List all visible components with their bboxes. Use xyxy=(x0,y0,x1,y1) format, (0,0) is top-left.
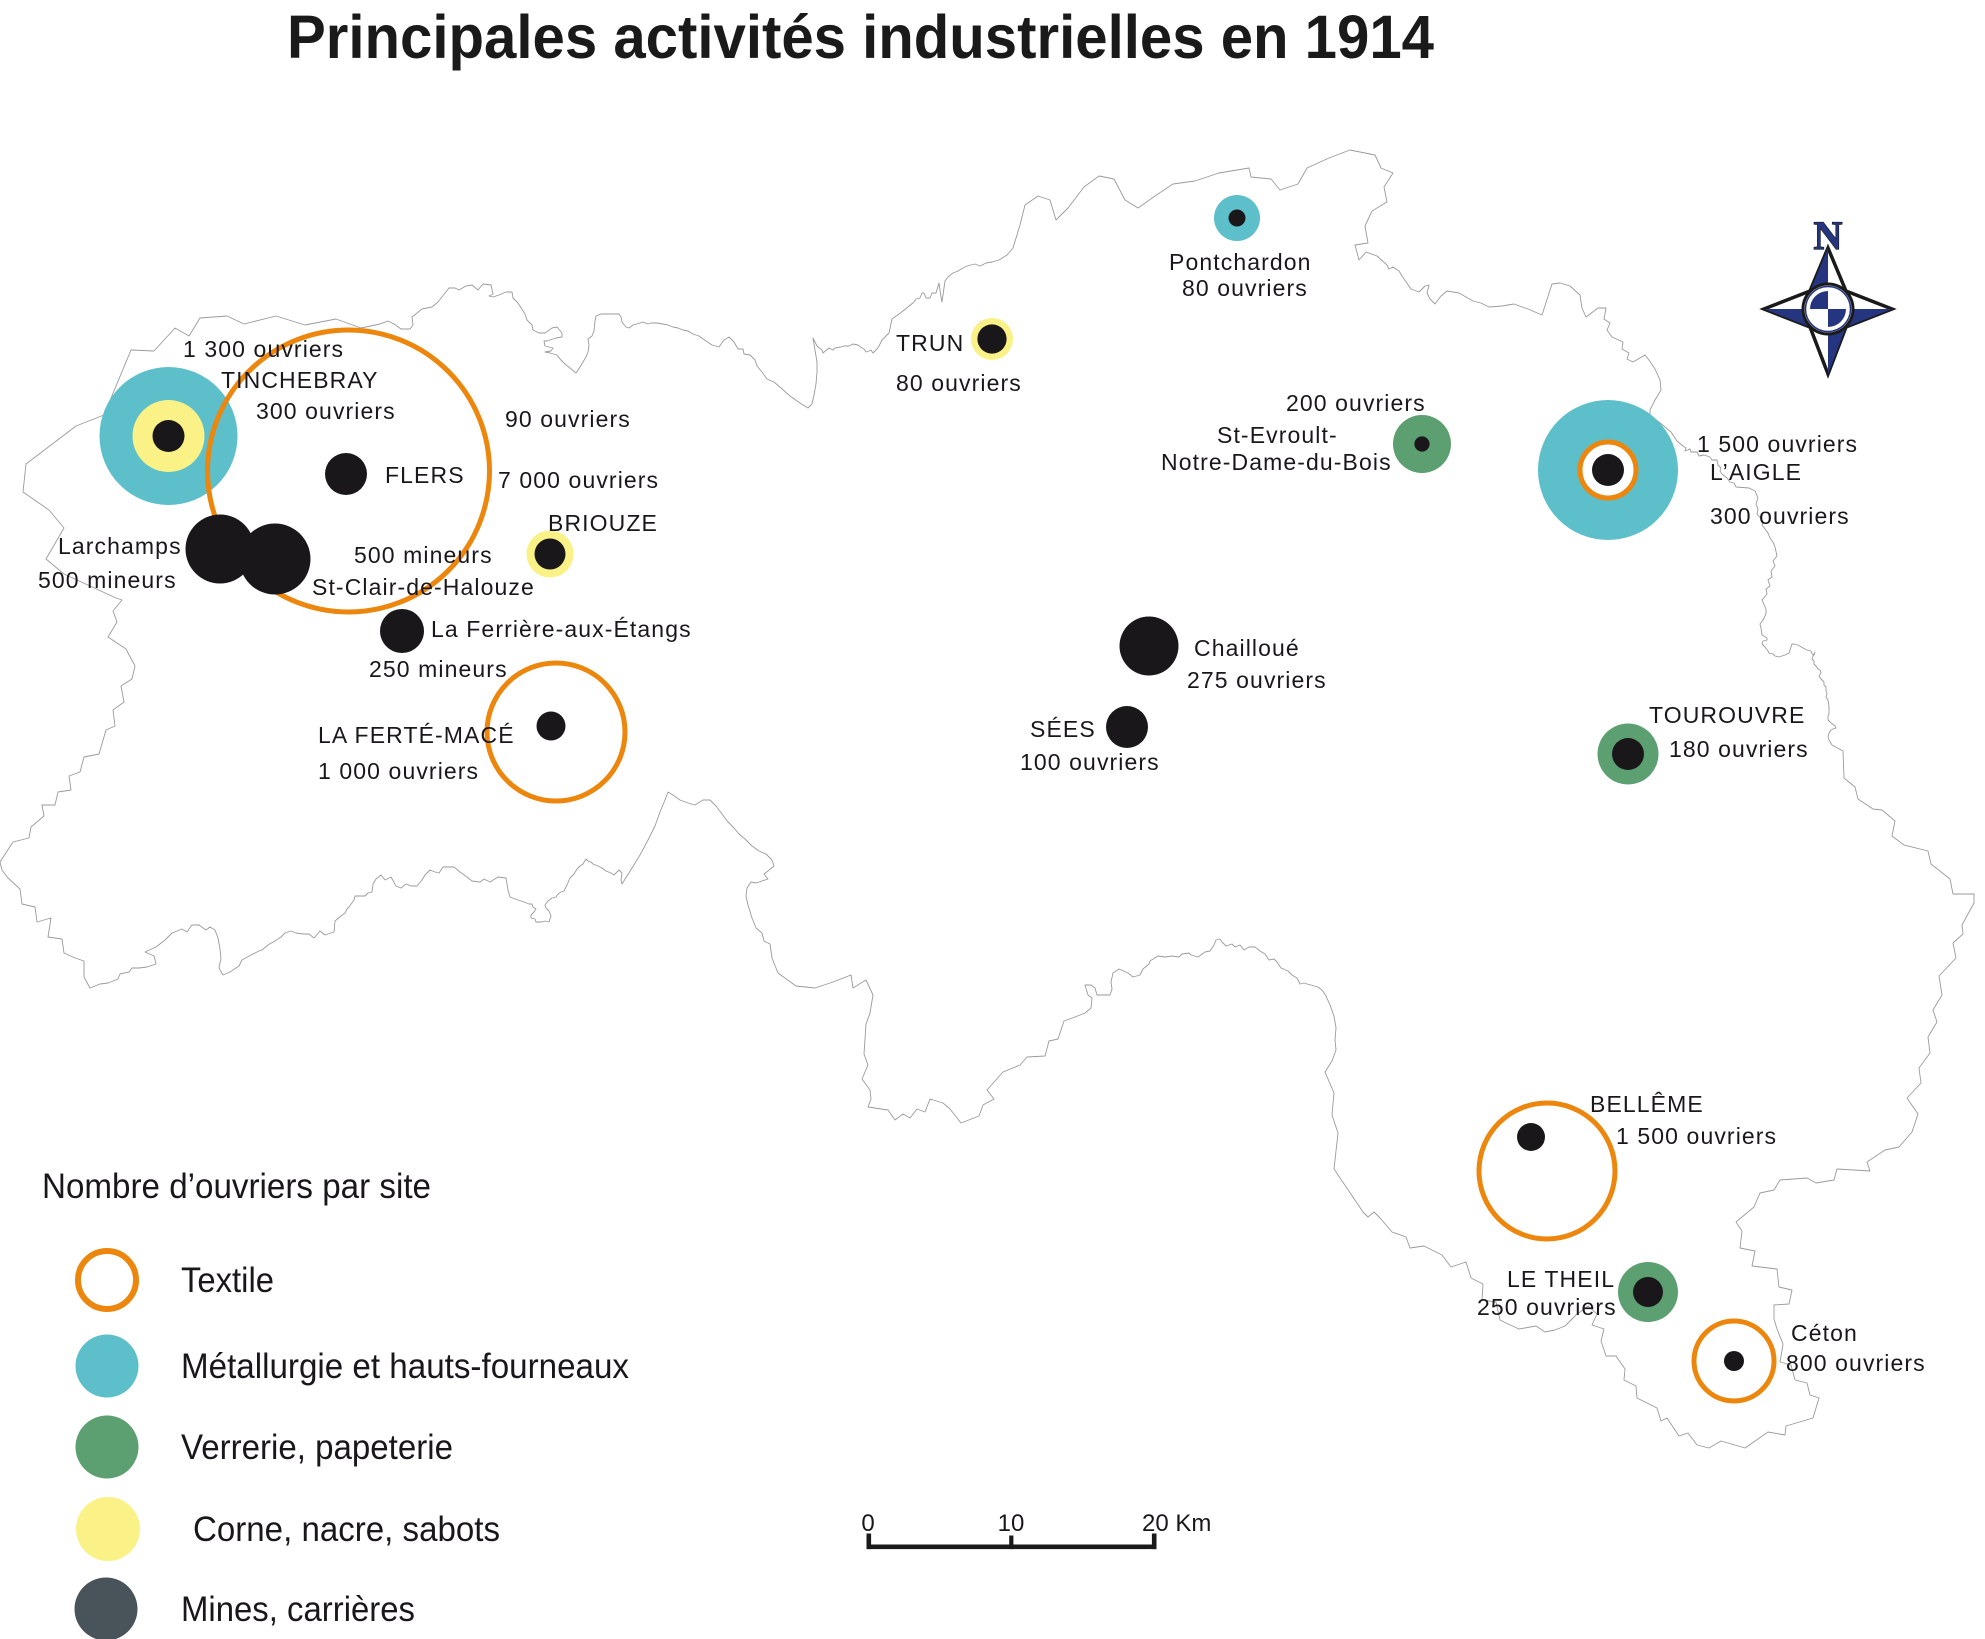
svg-text:1 500 ouvriers: 1 500 ouvriers xyxy=(1697,431,1858,457)
svg-text:Verrerie, papeterie: Verrerie, papeterie xyxy=(181,1428,453,1467)
svg-text:St-Evroult-: St-Evroult- xyxy=(1217,422,1338,448)
svg-text:200 ouvriers: 200 ouvriers xyxy=(1286,390,1426,416)
svg-text:Mines, carrières: Mines, carrières xyxy=(181,1590,415,1629)
svg-text:Nombre d’ouvriers par site: Nombre d’ouvriers par site xyxy=(42,1167,431,1206)
svg-text:Pontchardon: Pontchardon xyxy=(1169,249,1312,275)
svg-text:500 mineurs: 500 mineurs xyxy=(38,567,177,593)
svg-text:275 ouvriers: 275 ouvriers xyxy=(1187,667,1327,693)
svg-text:300 ouvriers: 300 ouvriers xyxy=(256,398,396,424)
svg-text:250 ouvriers: 250 ouvriers xyxy=(1477,1294,1617,1320)
svg-text:1 300 ouvriers: 1 300 ouvriers xyxy=(183,336,344,362)
svg-text:7 000 ouvriers: 7 000 ouvriers xyxy=(498,467,659,493)
svg-text:BELLÊME: BELLÊME xyxy=(1590,1091,1704,1117)
svg-text:FLERS: FLERS xyxy=(385,462,465,488)
svg-text:10: 10 xyxy=(998,1510,1025,1537)
svg-text:Notre-Dame-du-Bois: Notre-Dame-du-Bois xyxy=(1161,449,1392,475)
svg-text:300 ouvriers: 300 ouvriers xyxy=(1710,503,1850,529)
svg-text:N: N xyxy=(1814,213,1843,258)
svg-text:1 000 ouvriers: 1 000 ouvriers xyxy=(318,758,479,784)
svg-text:TINCHEBRAY: TINCHEBRAY xyxy=(221,367,379,393)
svg-text:Chailloué: Chailloué xyxy=(1194,635,1300,661)
svg-text:80 ouvriers: 80 ouvriers xyxy=(896,370,1022,396)
svg-text:Larchamps: Larchamps xyxy=(58,533,182,559)
svg-text:TOUROUVRE: TOUROUVRE xyxy=(1649,702,1805,728)
svg-text:0: 0 xyxy=(861,1510,874,1537)
svg-text:80 ouvriers: 80 ouvriers xyxy=(1182,275,1308,301)
svg-text:1 500 ouvriers: 1 500 ouvriers xyxy=(1616,1123,1777,1149)
svg-text:La Ferrière-aux-Étangs: La Ferrière-aux-Étangs xyxy=(431,616,692,642)
svg-text:BRIOUZE: BRIOUZE xyxy=(548,510,658,536)
svg-text:Textile: Textile xyxy=(181,1261,274,1300)
svg-text:Principales activités industri: Principales activités industrielles en 1… xyxy=(287,3,1434,71)
svg-text:LA FERTÉ-MACÉ: LA FERTÉ-MACÉ xyxy=(318,722,515,748)
svg-text:St-Clair-de-Halouze: St-Clair-de-Halouze xyxy=(312,574,535,600)
svg-text:LE THEIL: LE THEIL xyxy=(1507,1266,1615,1292)
svg-text:Métallurgie et hauts-fourneaux: Métallurgie et hauts-fourneaux xyxy=(181,1347,629,1386)
svg-text:Céton: Céton xyxy=(1791,1320,1858,1346)
svg-text:100 ouvriers: 100 ouvriers xyxy=(1020,749,1160,775)
svg-text:L’AIGLE: L’AIGLE xyxy=(1710,459,1802,485)
svg-text:20 Km: 20 Km xyxy=(1142,1510,1211,1537)
svg-text:SÉES: SÉES xyxy=(1030,716,1096,742)
svg-text:90 ouvriers: 90 ouvriers xyxy=(505,406,631,432)
svg-text:Corne, nacre, sabots: Corne, nacre, sabots xyxy=(193,1510,500,1549)
svg-text:180 ouvriers: 180 ouvriers xyxy=(1669,736,1809,762)
svg-text:500 mineurs: 500 mineurs xyxy=(354,542,493,568)
svg-text:TRUN: TRUN xyxy=(896,330,964,356)
svg-text:800 ouvriers: 800 ouvriers xyxy=(1786,1350,1926,1376)
svg-text:250 mineurs: 250 mineurs xyxy=(369,656,508,682)
